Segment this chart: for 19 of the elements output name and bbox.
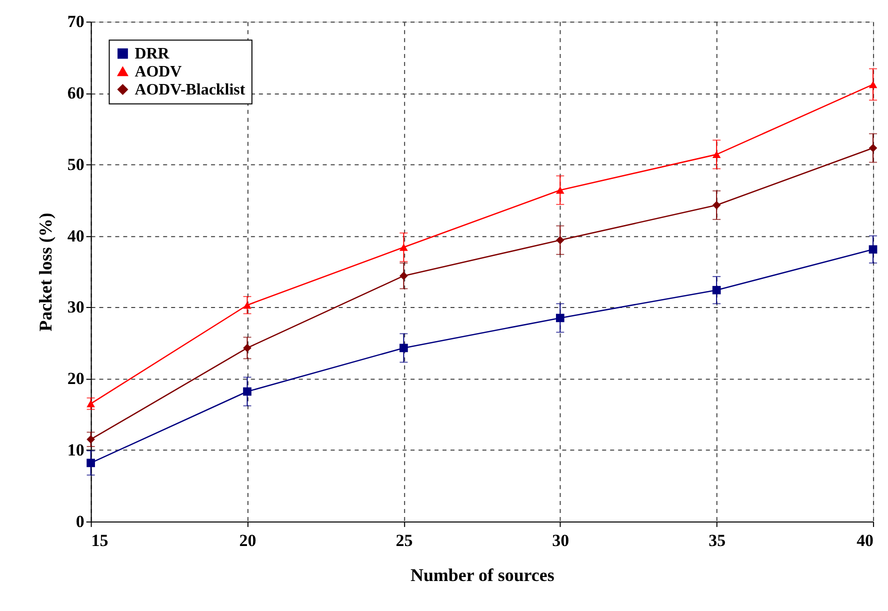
- x-tick-label: 20: [239, 530, 256, 550]
- y-tick-label: 30: [67, 298, 84, 317]
- y-tick-label: 50: [67, 154, 84, 174]
- y-axis-title: Packet loss (%): [35, 212, 56, 332]
- y-tick-label: 10: [67, 440, 84, 460]
- y-tick-label: 40: [67, 226, 84, 246]
- legend-label: AODV-Blacklist: [134, 81, 246, 98]
- y-tick-label: 60: [67, 84, 84, 103]
- x-tick-label: 35: [708, 530, 726, 550]
- x-tick-label: 15: [91, 530, 108, 550]
- x-axis-title: Number of sources: [410, 564, 554, 585]
- y-tick-label: 20: [67, 369, 84, 388]
- legend-label: AODV: [134, 63, 182, 80]
- y-tick-label: 0: [76, 512, 84, 531]
- x-tick-label: 30: [552, 530, 570, 550]
- x-tick-label: 25: [396, 530, 413, 550]
- y-tick-label: 70: [67, 12, 84, 32]
- x-tick-label: 40: [856, 530, 874, 550]
- legend-label: DRR: [134, 46, 170, 63]
